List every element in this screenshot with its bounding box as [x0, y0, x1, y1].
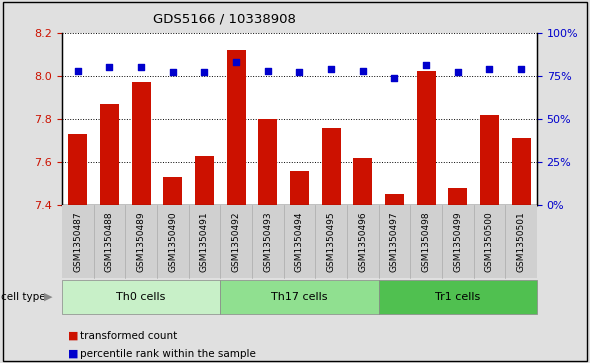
Bar — [290, 171, 309, 205]
Text: transformed count: transformed count — [80, 331, 177, 341]
Point — [516, 66, 526, 72]
Text: GDS5166 / 10338908: GDS5166 / 10338908 — [153, 13, 296, 26]
Text: GSM1350497: GSM1350497 — [390, 211, 399, 272]
Text: ▶: ▶ — [44, 292, 53, 302]
Text: GSM1350492: GSM1350492 — [232, 211, 241, 272]
Text: ■: ■ — [68, 349, 78, 359]
Point — [263, 68, 273, 74]
Text: GSM1350493: GSM1350493 — [263, 211, 272, 272]
Bar — [512, 138, 530, 205]
Text: cell type: cell type — [1, 292, 46, 302]
Bar — [322, 127, 340, 205]
Bar — [100, 104, 119, 205]
Point — [104, 64, 114, 70]
Text: GSM1350498: GSM1350498 — [422, 211, 431, 272]
Bar — [448, 188, 467, 205]
Text: percentile rank within the sample: percentile rank within the sample — [80, 349, 255, 359]
Text: GSM1350495: GSM1350495 — [327, 211, 336, 272]
Point — [484, 66, 494, 72]
Point — [421, 62, 431, 68]
Bar — [417, 72, 435, 205]
Text: GSM1350491: GSM1350491 — [200, 211, 209, 272]
Text: GSM1350500: GSM1350500 — [485, 211, 494, 272]
Text: GSM1350501: GSM1350501 — [517, 211, 526, 272]
Point — [168, 69, 178, 75]
Text: GSM1350487: GSM1350487 — [73, 211, 82, 272]
Point — [326, 66, 336, 72]
Point — [294, 69, 304, 75]
Bar — [68, 134, 87, 205]
Point — [389, 74, 399, 80]
Bar — [480, 115, 499, 205]
Point — [358, 68, 368, 74]
Text: GSM1350496: GSM1350496 — [358, 211, 367, 272]
Bar — [195, 155, 214, 205]
Text: GSM1350490: GSM1350490 — [168, 211, 177, 272]
Text: GSM1350489: GSM1350489 — [137, 211, 146, 272]
Bar — [163, 177, 182, 205]
Text: GSM1350488: GSM1350488 — [105, 211, 114, 272]
Point — [453, 69, 463, 75]
Bar — [353, 158, 372, 205]
Point — [199, 69, 209, 75]
Point — [136, 64, 146, 70]
Text: Th17 cells: Th17 cells — [271, 292, 327, 302]
Text: Tr1 cells: Tr1 cells — [435, 292, 480, 302]
Point — [73, 68, 83, 74]
Bar — [385, 194, 404, 205]
Bar — [227, 50, 245, 205]
Text: GSM1350494: GSM1350494 — [295, 211, 304, 272]
Bar — [258, 119, 277, 205]
Bar — [132, 82, 150, 205]
Text: ■: ■ — [68, 331, 78, 341]
Text: Th0 cells: Th0 cells — [116, 292, 166, 302]
Point — [231, 59, 241, 65]
Text: GSM1350499: GSM1350499 — [453, 211, 462, 272]
